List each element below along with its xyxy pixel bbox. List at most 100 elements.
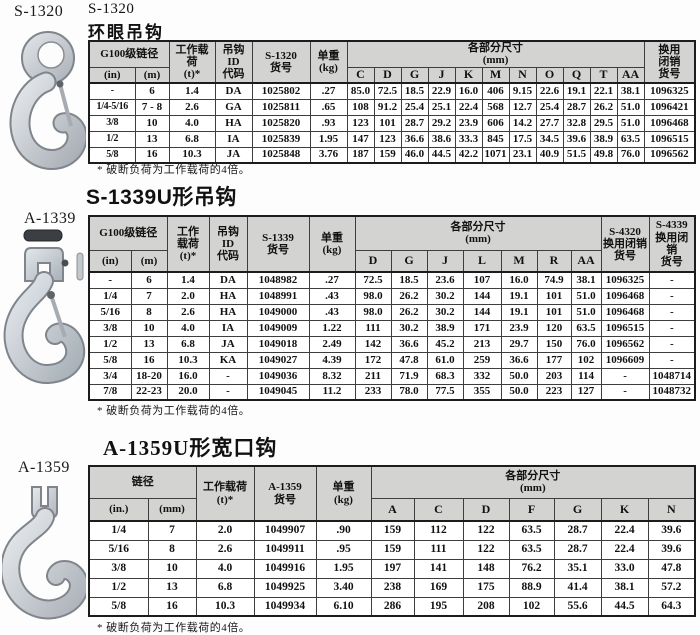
table-cell: 203 (536, 367, 572, 385)
dim-column-header: D (373, 66, 402, 84)
table-cell: 1049027 (246, 351, 310, 369)
table-cell: HA (208, 287, 248, 305)
table-cell: 1/2 (88, 577, 149, 598)
table-row: 1/4 7 2.0 1049907.90 159 112 122 63.5 28.7 22.4 39… (88, 520, 696, 541)
table-cell: 6 (130, 271, 168, 289)
t2-header-weight: 单重 (kg) (308, 215, 356, 273)
table-cell: 259 (462, 351, 502, 369)
table-cell: 147 (346, 130, 375, 148)
table-cell: 112 (413, 520, 464, 541)
table-cell: - (208, 367, 248, 385)
table-cell: 36.6 (500, 351, 538, 369)
section3-title: A-1359U形宽口钩 (103, 436, 278, 460)
table-cell: 123 (346, 114, 375, 132)
table-cell: 98.0 (354, 303, 392, 321)
t2-header-wll: 工作 载荷 (t)* (166, 215, 210, 273)
table-cell: 101 (373, 114, 402, 132)
table-cell: 13 (130, 335, 168, 353)
table-cell: 1096468 (643, 114, 696, 132)
table-cell: - (648, 335, 696, 353)
table-cell: 286 (370, 596, 415, 617)
table-row: 1/2 13 6.8 IA 1025839 1.95 147 123 36.6 38.6 33.3 8… (88, 130, 696, 148)
table-cell: 17.5 (508, 130, 537, 148)
table-cell: 1048714 (648, 367, 696, 385)
section1-title-name: 环眼吊钩 (88, 23, 164, 42)
table-cell: 213 (462, 335, 502, 353)
table-cell: 16.0 (454, 82, 483, 100)
table-cell: 195 (413, 596, 464, 617)
table-cell: DA (214, 82, 253, 100)
figure-label-a1359: A-1359 (18, 459, 70, 476)
table-cell: IA (214, 130, 253, 148)
table-cell: 33.3 (454, 130, 483, 148)
table-cell: 40.9 (535, 146, 564, 164)
table-cell: 76.2 (508, 558, 555, 579)
figure-label-s1320: S-1320 (14, 3, 64, 20)
table-cell: 1096325 (600, 271, 650, 289)
dim-column-header: K (600, 497, 649, 522)
t2-header-id-code: 吊钩 ID 代码 (208, 215, 248, 273)
table-cell: 44.5 (600, 596, 649, 617)
table-cell: 8 (147, 539, 197, 560)
table-cell: 23.9 (454, 114, 483, 132)
dim-column-header: M (481, 66, 510, 84)
table-cell: 10 (134, 114, 170, 132)
table-cell: 11.2 (308, 383, 356, 401)
t1-header-latch-no: 换用 闭销 货号 (643, 40, 696, 84)
table-cell: 1/2 (88, 130, 136, 148)
t1-header-wll: 工作载荷 (t)* (168, 40, 216, 84)
table-row: 7/8 22-23 20.0-1049045 11.2 233 78.0 77.5 355 50… (88, 383, 696, 401)
table-cell: 28.7 (400, 114, 429, 132)
dim-column-header: D (462, 497, 510, 522)
table-row: 3/8 10 4.0 1049916 1.95 197 141 148 76.2 35.1 33.0… (88, 558, 696, 579)
table-cell: 64.3 (647, 596, 696, 617)
table-cell: .27 (309, 82, 348, 100)
table-cell: 1096468 (600, 303, 650, 321)
table-cell: 3/8 (88, 319, 132, 337)
table-cell: - (648, 287, 696, 305)
table-row: 3/8 10 4.0 HA 1025820.93 123 101 28.7 29.2 23.9 60… (88, 114, 696, 132)
table-cell: 26.2 (390, 303, 428, 321)
table-cell: 38.9 (426, 319, 464, 337)
table-cell: 122 (462, 520, 510, 541)
t2-header-unit-m: (m) (130, 249, 168, 273)
table-cell: KA (208, 351, 248, 369)
table-cell: 51.5 (562, 146, 591, 164)
table-cell: 51.0 (570, 287, 602, 305)
table-cell: 6 (134, 82, 170, 100)
table-cell: 5/8 (88, 596, 149, 617)
t3-header-weight: 单重 (kg) (315, 465, 372, 522)
table-cell: - (88, 82, 136, 100)
table-cell: 26.2 (390, 287, 428, 305)
table-cell: 102 (570, 351, 602, 369)
table-cell: 28.7 (553, 520, 602, 541)
table-cell: 127 (570, 383, 602, 401)
t3-header-dimensions: 各部分尺寸 (mm) (370, 465, 696, 499)
dim-column-header: F (508, 497, 555, 522)
t1-header-unit-in: (in) (88, 66, 136, 84)
table-cell: 108 (346, 98, 375, 116)
foundry-hook-image (2, 486, 86, 620)
table-cell: 159 (370, 539, 415, 560)
table-cell: 172 (354, 351, 392, 369)
table-cell: 38.6 (427, 130, 456, 148)
table-cell: 16 (130, 351, 168, 369)
table-cell: 32.8 (562, 114, 591, 132)
table-cell: 7 (130, 287, 168, 305)
table-cell: 51.0 (570, 303, 602, 321)
table-cell: 1/2 (88, 335, 132, 353)
table-cell: 23.1 (508, 146, 537, 164)
table-row: 1/2 13 6.8 1049925 3.40 238 169 175 88.9 41.4 38.1… (88, 577, 696, 598)
table-cell: 16 (147, 596, 197, 617)
table-cell: 1.95 (315, 558, 372, 579)
table-cell: 4.0 (166, 319, 210, 337)
table-cell: 39.6 (562, 130, 591, 148)
table-cell: 1025839 (251, 130, 311, 148)
table-cell: 1/4 (88, 520, 149, 541)
table-cell: 5/16 (88, 539, 149, 560)
table-cell: 332 (462, 367, 502, 385)
table-cell: 7 - 8 (134, 98, 170, 116)
table-cell: 55.6 (553, 596, 602, 617)
table-cell: - (648, 271, 696, 289)
table-cell: HA (208, 303, 248, 321)
